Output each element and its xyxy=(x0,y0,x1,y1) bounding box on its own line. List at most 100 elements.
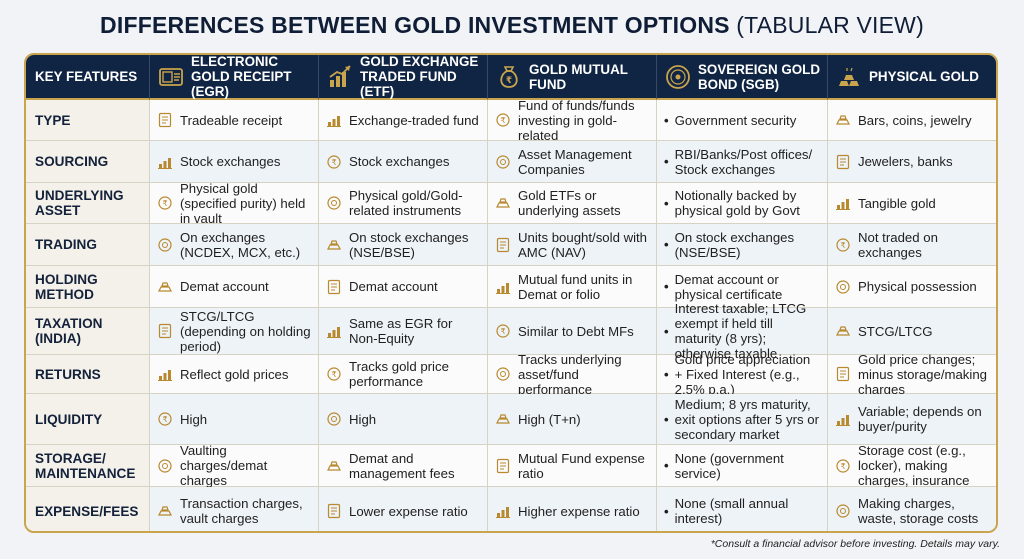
cell-icon xyxy=(158,323,172,339)
table-cell: • Gold price appreciation + Fixed Interes… xyxy=(657,351,828,397)
cell-text: Storage cost (e.g., locker), making char… xyxy=(858,443,970,488)
cell-icon: ₹ xyxy=(836,458,850,473)
cell-text: Bars, coins, jewelry xyxy=(858,112,972,128)
cell-icon xyxy=(158,506,172,516)
cell-text: Physical possession xyxy=(858,279,977,294)
table-cell: Tracks underlying asset/fund performance xyxy=(488,351,657,397)
bullet-point: • xyxy=(664,366,669,382)
cell-icon xyxy=(327,503,341,519)
cell-text: Reflect gold prices xyxy=(180,366,289,382)
svg-text:₹: ₹ xyxy=(331,370,336,379)
column-header: ₹ GOLD MUTUAL FUND xyxy=(488,55,657,100)
cell-icon xyxy=(158,281,172,292)
title-sub: (TABULAR VIEW) xyxy=(736,12,924,38)
bullet-point: • xyxy=(664,503,669,519)
cell-text: Demat account xyxy=(180,279,269,294)
disclaimer-footer: *Consult a financial advisor before inve… xyxy=(710,538,1000,550)
row-feature-label: UNDERLYING ASSET xyxy=(26,183,150,224)
table-cell: • None (small annual interest) xyxy=(657,487,828,531)
bullet-point: • xyxy=(664,279,669,294)
bullet-point: • xyxy=(664,195,669,211)
cell-text: Physical gold (specified purity) held in… xyxy=(180,180,306,226)
svg-text:₹: ₹ xyxy=(331,158,336,167)
table-cell: Same as EGR for Non-Equity xyxy=(319,308,488,355)
cell-text: Stock exchanges xyxy=(180,154,281,169)
row-feature-label: EXPENSE/FEES xyxy=(26,487,150,531)
cell-text: On exchanges (NCDEX, MCX, etc.) xyxy=(180,229,301,260)
table-cell: Gold price changes; minus storage/making… xyxy=(828,351,996,397)
cell-icon xyxy=(836,326,850,336)
cell-text: Gold ETFs or underlying assets xyxy=(518,188,621,218)
title-main: DIFFERENCES BETWEEN GOLD INVESTMENT OPTI… xyxy=(100,12,730,38)
row-feature-label: TYPE xyxy=(26,100,150,141)
cell-text: Fund of funds/funds investing in gold-re… xyxy=(518,97,635,143)
cell-text: Demat account or physical certificate xyxy=(674,271,783,302)
cell-icon xyxy=(496,367,510,381)
cell-text: STCG/LTCG (depending on holding period) xyxy=(180,308,311,354)
cell-text: Physical gold/Gold-related instruments xyxy=(349,188,463,218)
cell-text: Demat and management fees xyxy=(349,450,455,481)
cell-text: High (T+n) xyxy=(518,411,581,427)
cell-text: High xyxy=(349,411,377,427)
cell-text: Government security xyxy=(674,112,797,128)
cell-icon xyxy=(327,279,341,294)
table-cell: Jewelers, banks xyxy=(828,141,996,183)
table-cell: Tradeable receipt xyxy=(150,100,319,141)
cell-text: Tradeable receipt xyxy=(180,112,283,128)
table-cell: Making charges, waste, storage costs xyxy=(828,487,996,531)
table-cell: On exchanges (NCDEX, MCX, etc.) xyxy=(150,224,319,266)
cell-text: Gold price appreciation + Fixed Interest… xyxy=(674,351,811,397)
table-cell: Mutual fund units in Demat or folio xyxy=(488,266,657,308)
gold-bars-icon xyxy=(835,63,869,91)
cell-text: Similar to Debt MFs xyxy=(518,323,634,339)
svg-text:₹: ₹ xyxy=(840,462,845,471)
table-cell: Reflect gold prices xyxy=(150,355,319,394)
table-cell: ₹ Storage cost (e.g., locker), making cha… xyxy=(828,443,996,488)
table-cell: • Notionally backed by physical gold by G… xyxy=(657,183,828,224)
cell-text: Units bought/sold with AMC (NAV) xyxy=(518,229,648,260)
table-cell: Physical gold/Gold-related instruments xyxy=(319,183,488,224)
table-cell: Asset Management Companies xyxy=(488,141,657,183)
cell-text: Jewelers, banks xyxy=(858,154,953,169)
cell-icon xyxy=(327,239,341,250)
cell-text: Mutual Fund expense ratio xyxy=(518,450,645,481)
bullet-point: • xyxy=(664,323,669,339)
table-cell: Transaction charges, vault charges xyxy=(150,487,319,531)
cell-icon xyxy=(496,198,510,208)
bullet-point: • xyxy=(664,458,669,473)
table-cell: • On stock exchanges (NSE/BSE) xyxy=(657,224,828,266)
table-cell: Gold ETFs or underlying assets xyxy=(488,183,657,224)
cell-text: None (small annual interest) xyxy=(674,496,789,526)
cell-text: Higher expense ratio xyxy=(518,503,640,519)
gold-receipt-icon xyxy=(157,63,191,91)
cell-text: Exchange-traded fund xyxy=(349,112,479,128)
table-cell: • Interest taxable; LTCG exempt if held t… xyxy=(657,301,828,361)
table-cell: Tangible gold xyxy=(828,183,996,224)
cell-icon: ₹ xyxy=(496,113,510,127)
table-cell: High (T+n) xyxy=(488,394,657,445)
cell-text: Gold price changes; minus storage/making… xyxy=(858,351,988,397)
government-seal-icon xyxy=(664,63,698,91)
cell-icon xyxy=(836,415,850,426)
svg-text:₹: ₹ xyxy=(500,327,505,336)
cell-text: Stock exchanges xyxy=(349,154,450,169)
table-cell: ₹ Similar to Debt MFs xyxy=(488,308,657,355)
column-header: SOVEREIGN GOLD BOND (SGB) xyxy=(657,55,828,100)
cell-icon xyxy=(836,279,850,294)
page-title: DIFFERENCES BETWEEN GOLD INVESTMENT OPTI… xyxy=(0,12,1024,39)
cell-text: Demat account xyxy=(349,279,438,294)
cell-text: Same as EGR for Non-Equity xyxy=(349,316,453,346)
cell-icon: ₹ xyxy=(158,412,172,426)
cell-text: Asset Management Companies xyxy=(518,146,632,177)
table-cell: Demat and management fees xyxy=(319,445,488,487)
header-key-features: KEY FEATURES xyxy=(26,55,150,100)
cell-text: Tracks underlying asset/fund performance xyxy=(518,351,622,397)
cell-icon xyxy=(327,412,341,426)
table-cell: Bars, coins, jewelry xyxy=(828,100,996,141)
table-cell: Stock exchanges xyxy=(150,141,319,183)
cell-text: Medium; 8 yrs maturity, exit options aft… xyxy=(674,396,820,442)
cell-icon xyxy=(496,507,510,518)
cell-text: Transaction charges, vault charges xyxy=(180,496,303,526)
table-cell: STCG/LTCG (depending on holding period) xyxy=(150,308,319,355)
bullet-point: • xyxy=(664,154,669,169)
